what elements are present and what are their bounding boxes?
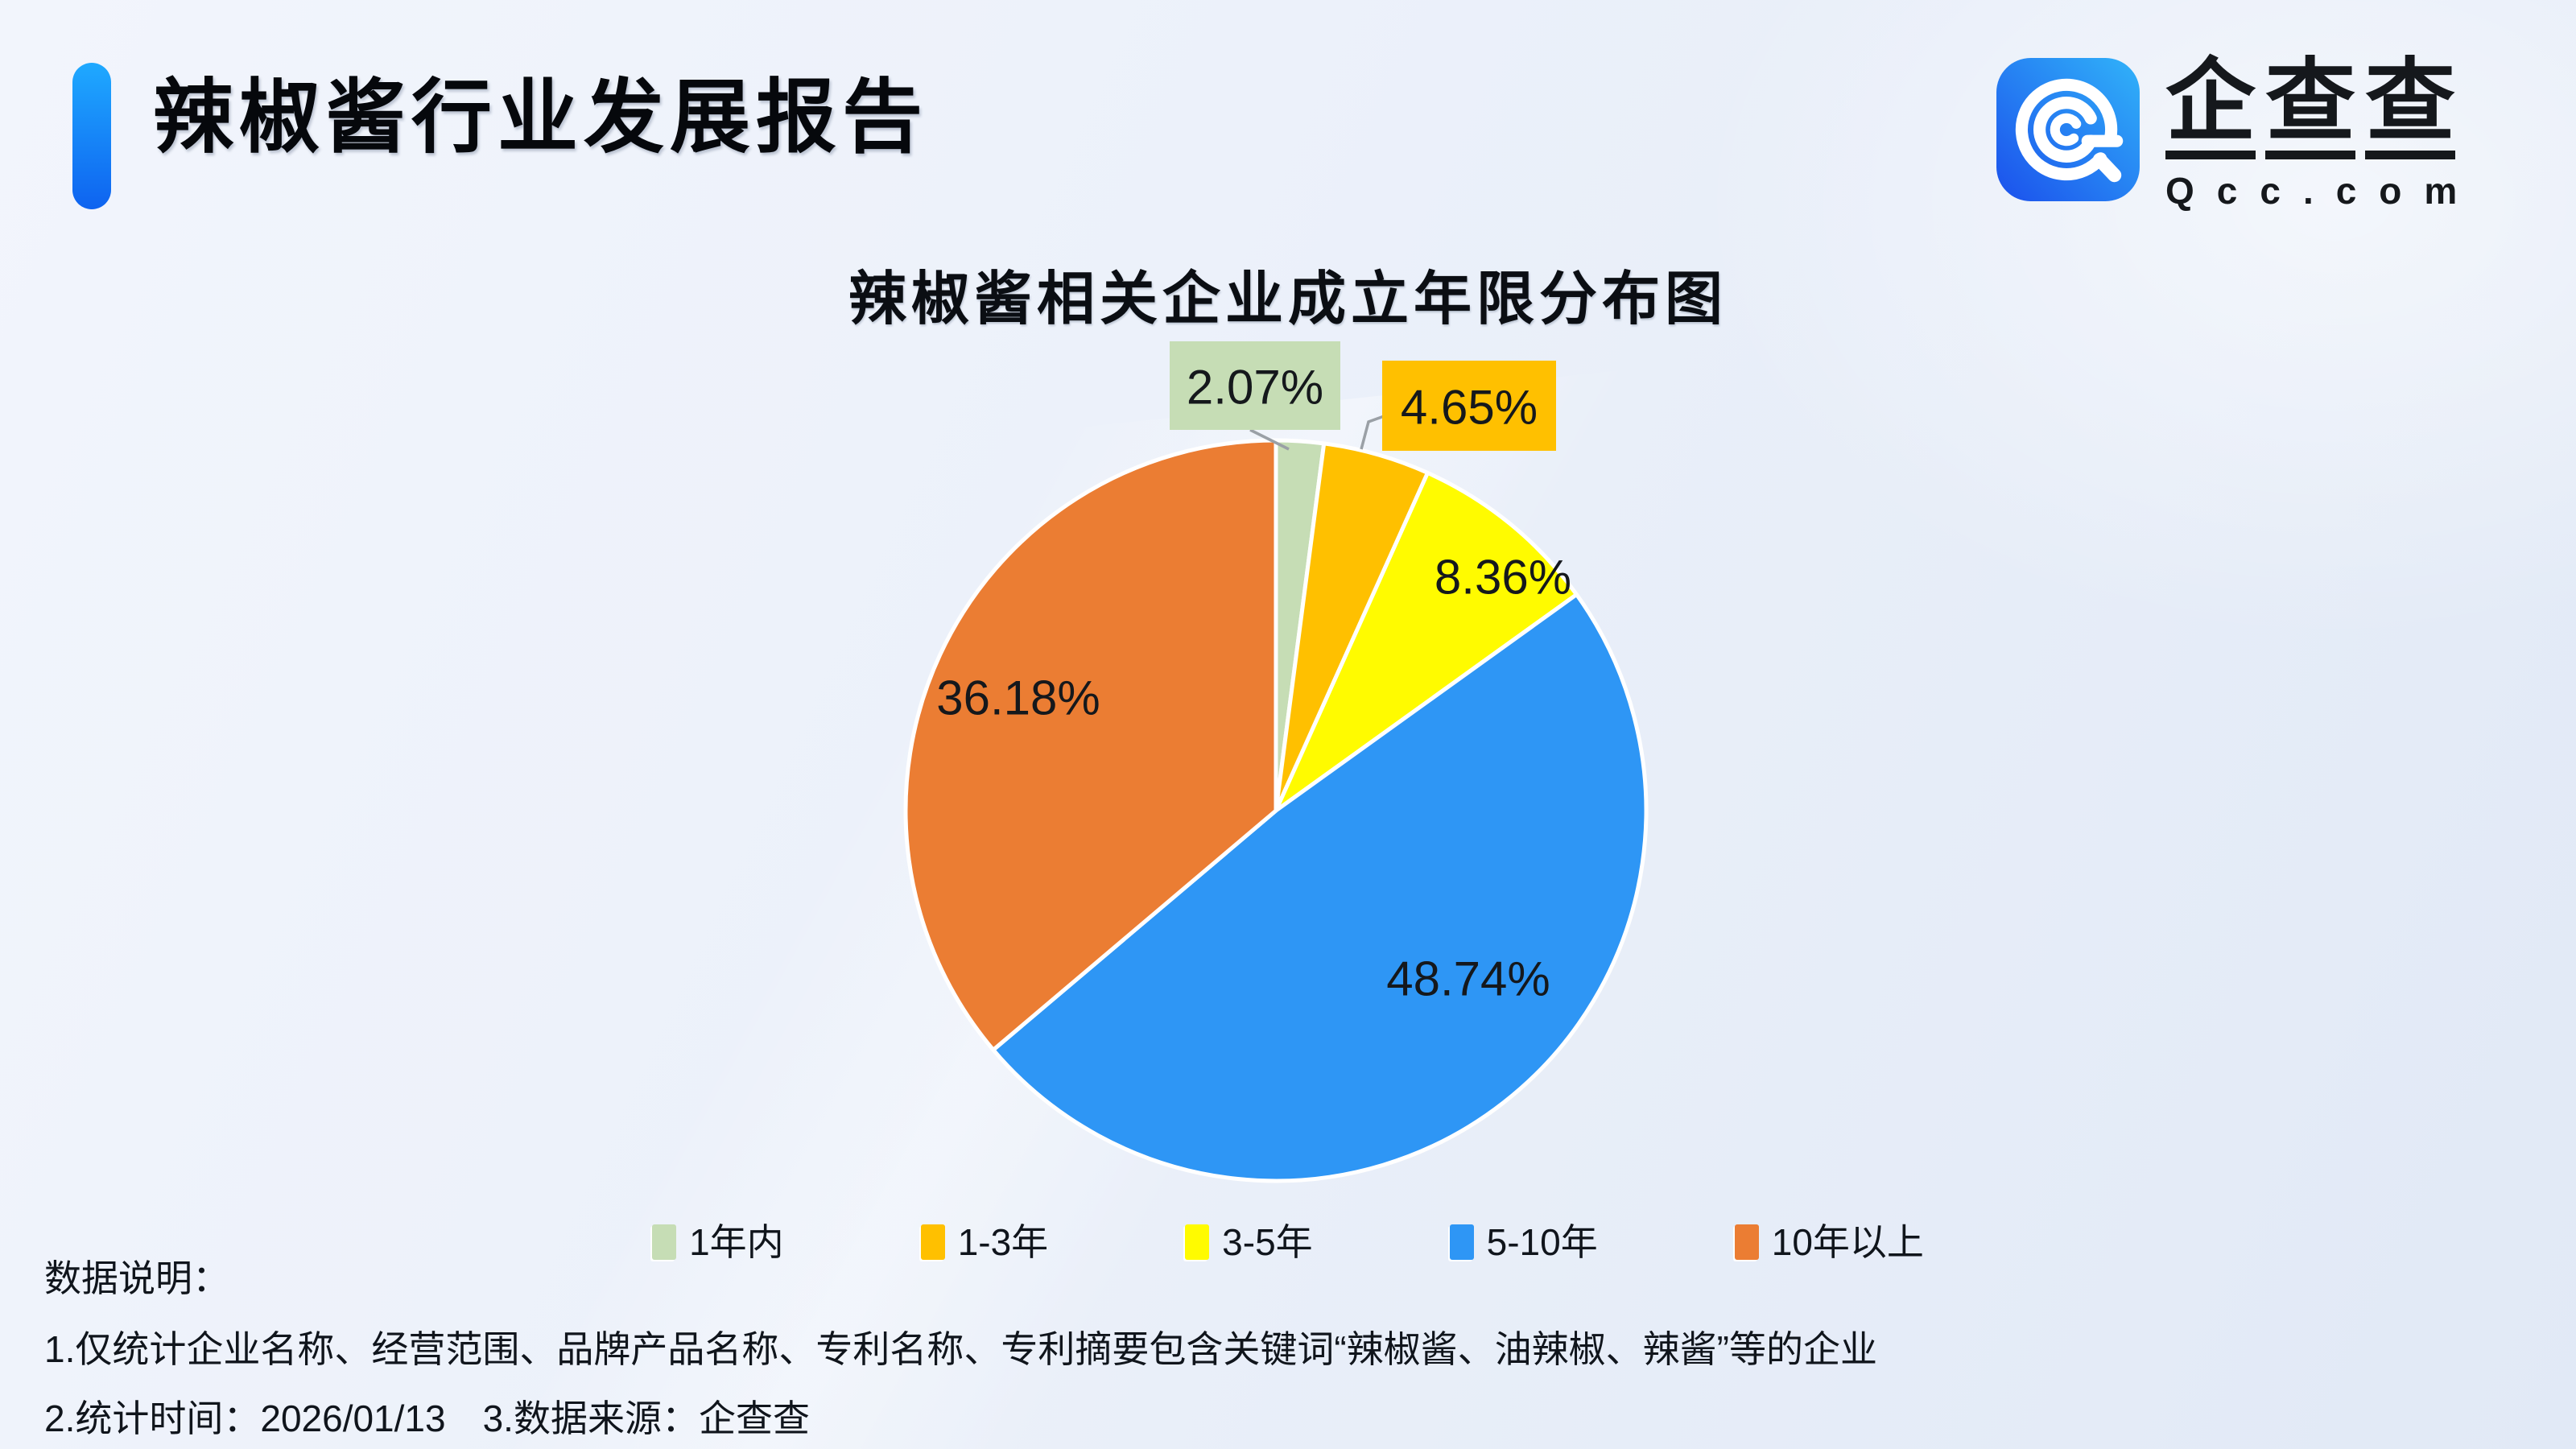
legend-item-1-3年[interactable]: 1-3年	[920, 1221, 1049, 1263]
brand-character: 企	[2165, 56, 2256, 159]
title-accent-bar	[72, 63, 111, 209]
callout-label-box	[1382, 361, 1556, 451]
qcc-logo-text: 企查查 Qcc.com	[2165, 56, 2479, 213]
chart-legend: 1年内 1-3年 3-5年 5-10年 10年以上	[0, 1222, 2576, 1262]
legend-swatch	[1449, 1224, 1474, 1260]
qcc-logo-domain: Qcc.com	[2165, 170, 2480, 212]
page-title: 辣椒酱行业发展报告	[153, 72, 928, 163]
callout-label-box	[1170, 341, 1340, 430]
legend-item-1年内[interactable]: 1年内	[652, 1222, 784, 1262]
pie-label: 8.36%	[1435, 551, 1571, 605]
legend-label: 1年内	[689, 1221, 784, 1263]
qcc-logo-wordmark: 企查查	[2165, 56, 2479, 159]
legend-label: 1-3年	[957, 1221, 1049, 1263]
chart-title: 辣椒酱相关企业成立年限分布图	[848, 267, 1728, 332]
legend-item-10年以上[interactable]: 10年以上	[1734, 1221, 1924, 1263]
pie-label: 4.65%	[1401, 381, 1538, 435]
label-leader-line	[1249, 428, 1290, 451]
pie-slice-5-10年[interactable]	[991, 592, 1649, 1183]
qcc-logo[interactable]: 企查查 Qcc.com	[1995, 56, 2479, 213]
notes-line-2: 2.统计时间：2026/01/13 3.数据来源：企查查	[44, 1397, 810, 1439]
brand-character: 查	[2365, 56, 2455, 159]
pie-label: 48.74%	[1386, 952, 1550, 1006]
qcc-magnifier-icon	[1996, 58, 2140, 201]
brand-character: 查	[2265, 56, 2355, 159]
pie-label: 2.07%	[1187, 361, 1323, 415]
pie-label: 36.18%	[936, 671, 1100, 725]
legend-label: 10年以上	[1771, 1221, 1924, 1263]
notes-heading: 数据说明：	[44, 1257, 229, 1299]
pie-slice-10年以上[interactable]	[903, 438, 1278, 1052]
legend-item-3-5年[interactable]: 3-5年	[1185, 1221, 1313, 1263]
pie-slice-3-5年[interactable]	[1274, 470, 1579, 813]
legend-swatch	[1734, 1224, 1759, 1260]
legend-label: 3-5年	[1222, 1221, 1313, 1263]
legend-swatch	[1185, 1224, 1210, 1260]
legend-swatch	[652, 1224, 677, 1260]
legend-swatch	[920, 1224, 945, 1260]
label-leader-line	[1360, 414, 1387, 450]
legend-label: 5-10年	[1486, 1221, 1598, 1263]
notes-line-1: 1.仅统计企业名称、经营范围、品牌产品名称、专利名称、专利摘要包含关键词“辣椒酱…	[44, 1328, 1877, 1370]
legend-item-5-10年[interactable]: 5-10年	[1449, 1221, 1598, 1263]
